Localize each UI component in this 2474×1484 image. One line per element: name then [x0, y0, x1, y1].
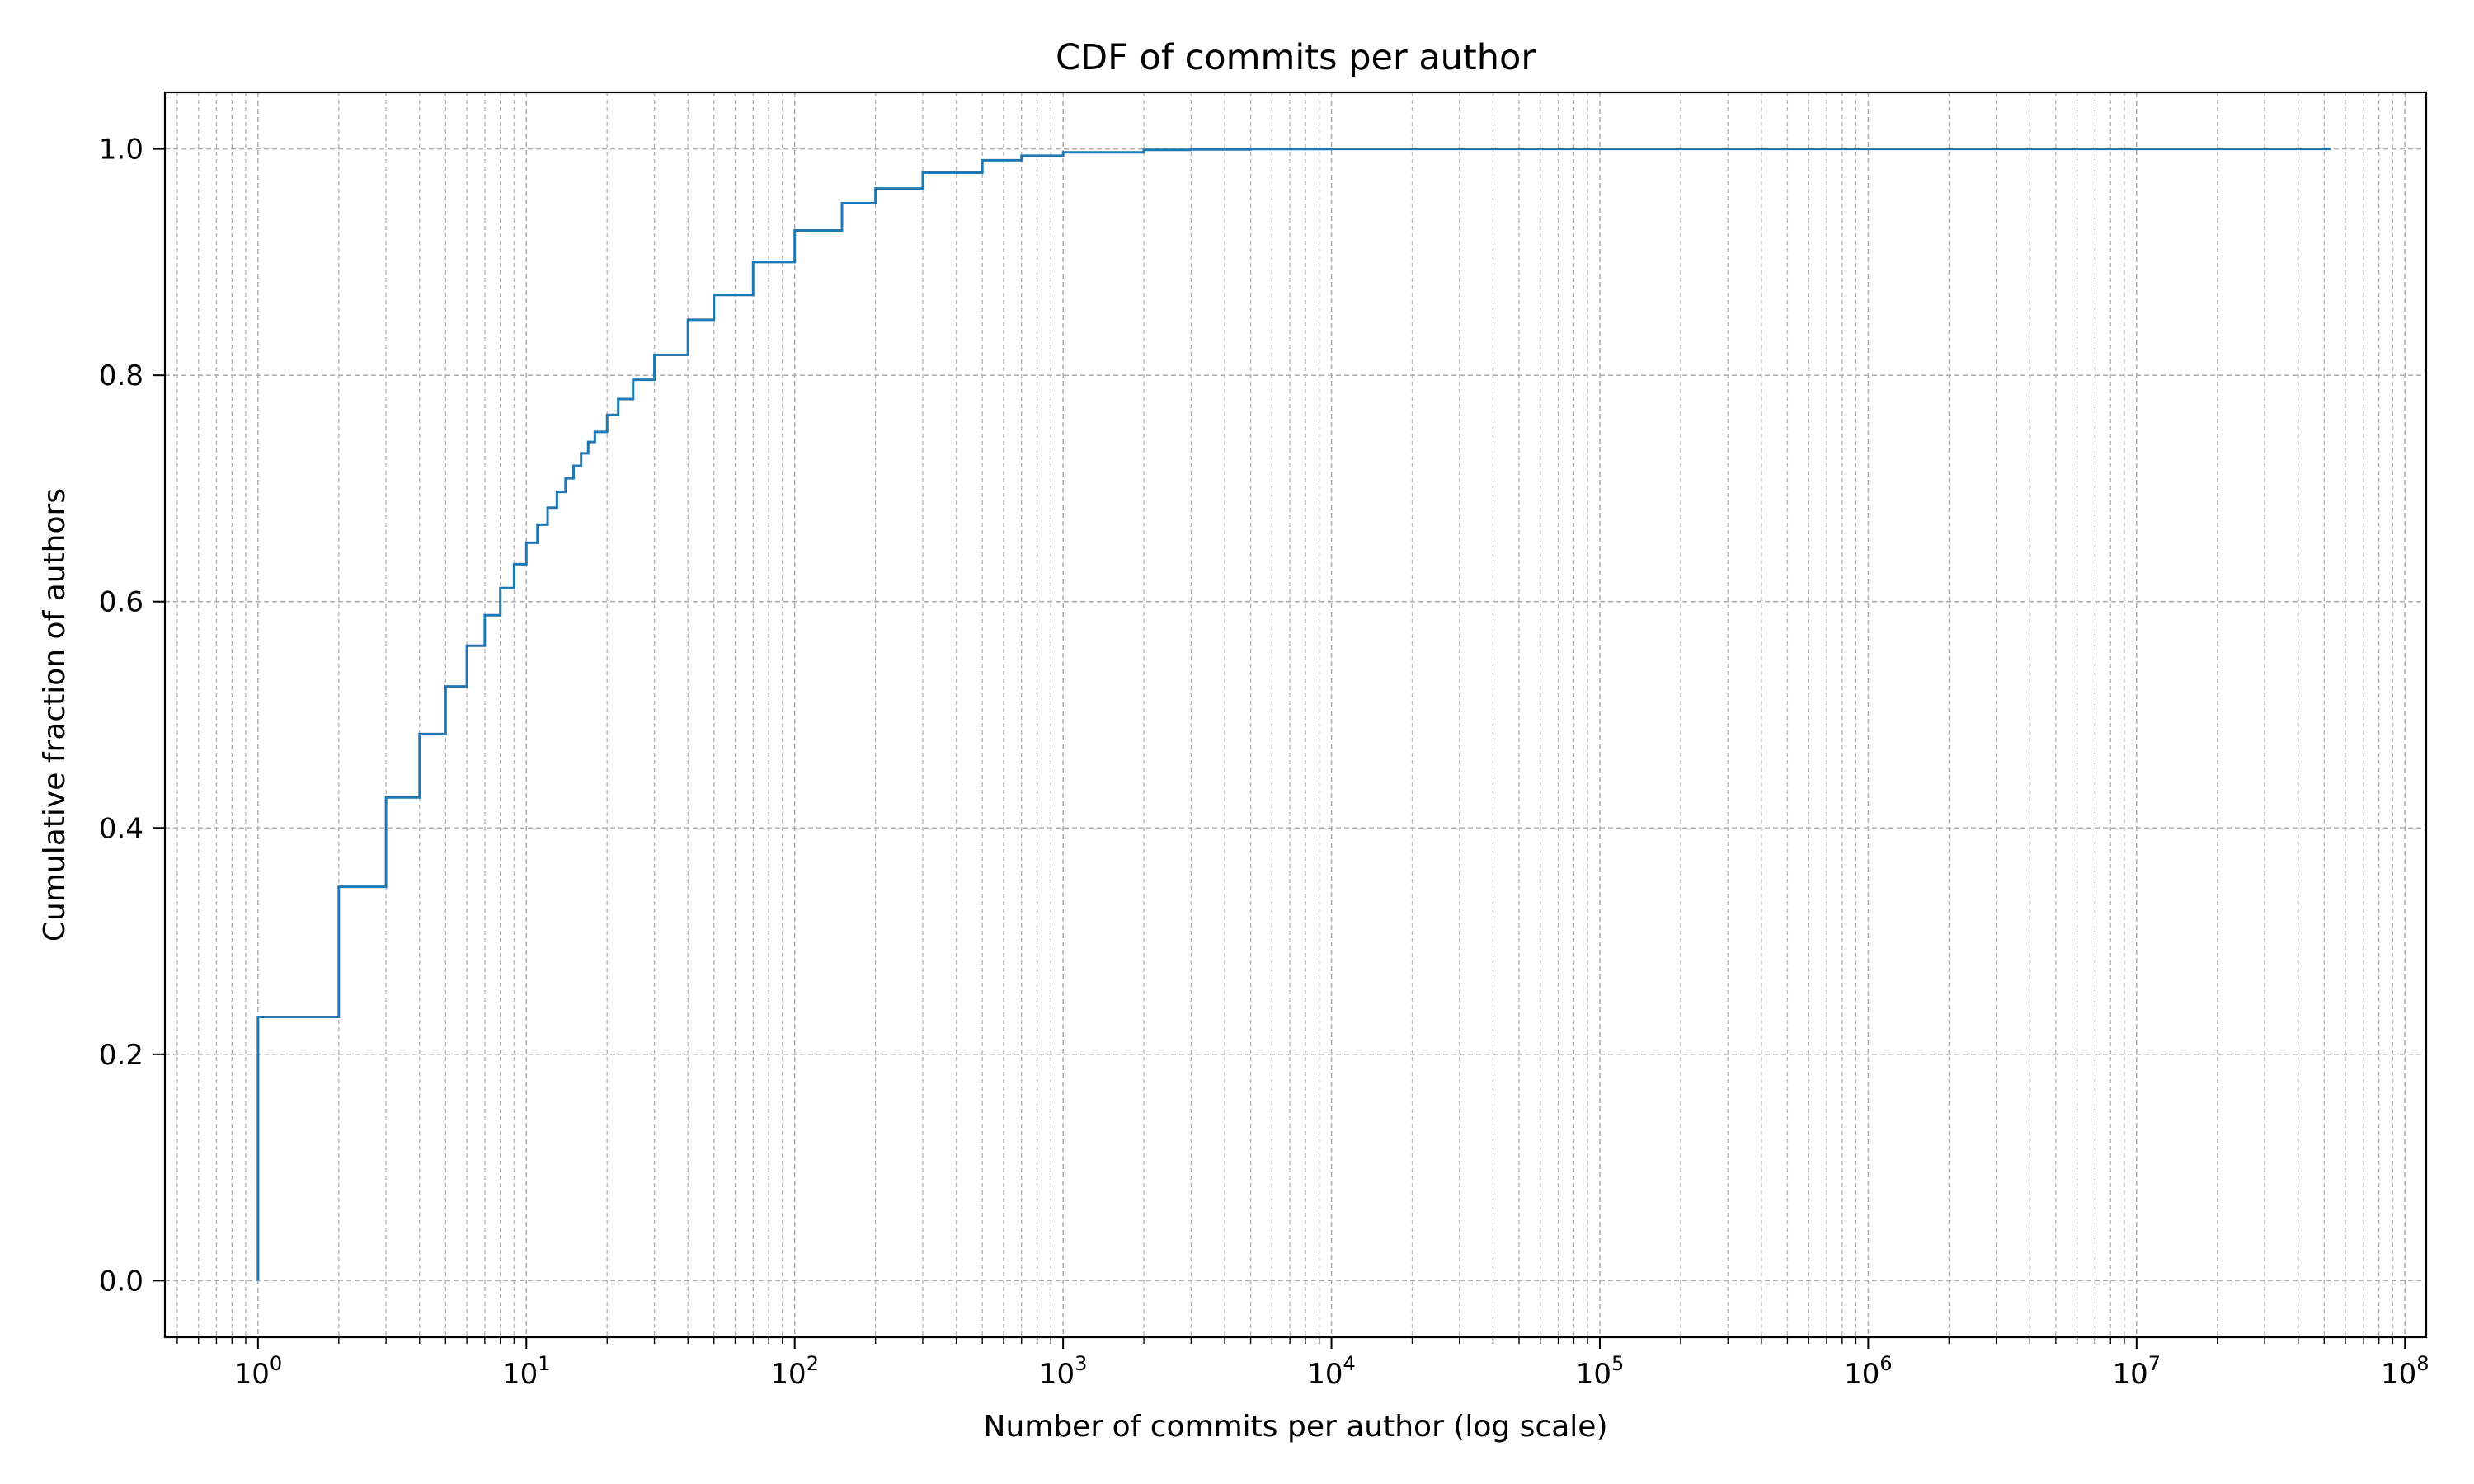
x-tick-base: 10: [2113, 1358, 2148, 1391]
x-tick-exponent: 5: [1611, 1352, 1624, 1375]
y-axis-label: Cumulative fraction of authors: [38, 488, 72, 942]
y-axis-ticks: 0.0 0.2 0.4 0.6 0.8 1.0: [99, 134, 165, 1298]
x-tick-base: 10: [1039, 1358, 1075, 1391]
y-tick-label: 0.8: [99, 359, 143, 392]
x-tick-base: 10: [1844, 1358, 1879, 1391]
x-tick-label: 102: [770, 1352, 819, 1391]
y-tick-label: 0.4: [99, 812, 143, 845]
x-tick-base: 10: [1307, 1358, 1343, 1391]
x-tick-label: 105: [1576, 1352, 1625, 1391]
x-axis-label: Number of commits per author (log scale): [984, 1410, 1608, 1444]
x-tick-label: 100: [234, 1352, 283, 1391]
x-tick-exponent: 8: [2416, 1352, 2429, 1375]
x-tick-base: 10: [1576, 1358, 1611, 1391]
x-tick-label: 103: [1039, 1352, 1088, 1391]
y-tick-label: 0.0: [99, 1265, 143, 1298]
x-tick-base: 10: [2381, 1358, 2416, 1391]
chart-title: CDF of commits per author: [1056, 37, 1536, 78]
cdf-step-line: [256, 148, 2331, 1281]
x-tick-label: 106: [1844, 1352, 1893, 1391]
x-axis-ticks: 100 101 102 103 104 105 106 107 108: [176, 1337, 2429, 1391]
x-tick-label: 101: [502, 1352, 551, 1391]
x-tick-label: 108: [2381, 1352, 2429, 1391]
plot-frame: [163, 91, 2428, 1339]
x-tick-base: 10: [770, 1358, 806, 1391]
x-tick-base: 10: [234, 1358, 270, 1391]
x-tick-exponent: 3: [1075, 1352, 1087, 1375]
x-tick-exponent: 2: [807, 1352, 819, 1375]
cdf-series: [256, 148, 2331, 1281]
x-tick-exponent: 4: [1343, 1352, 1356, 1375]
x-tick-exponent: 0: [270, 1352, 282, 1375]
x-tick-label: 104: [1307, 1352, 1356, 1391]
x-tick-exponent: 6: [1879, 1352, 1892, 1375]
y-tick-label: 0.2: [99, 1039, 143, 1072]
x-tick-label: 107: [2113, 1352, 2161, 1391]
x-tick-exponent: 1: [538, 1352, 550, 1375]
y-tick-label: 1.0: [99, 134, 143, 167]
x-tick-exponent: 7: [2148, 1352, 2161, 1375]
x-tick-base: 10: [502, 1358, 538, 1391]
y-tick-label: 0.6: [99, 586, 143, 619]
